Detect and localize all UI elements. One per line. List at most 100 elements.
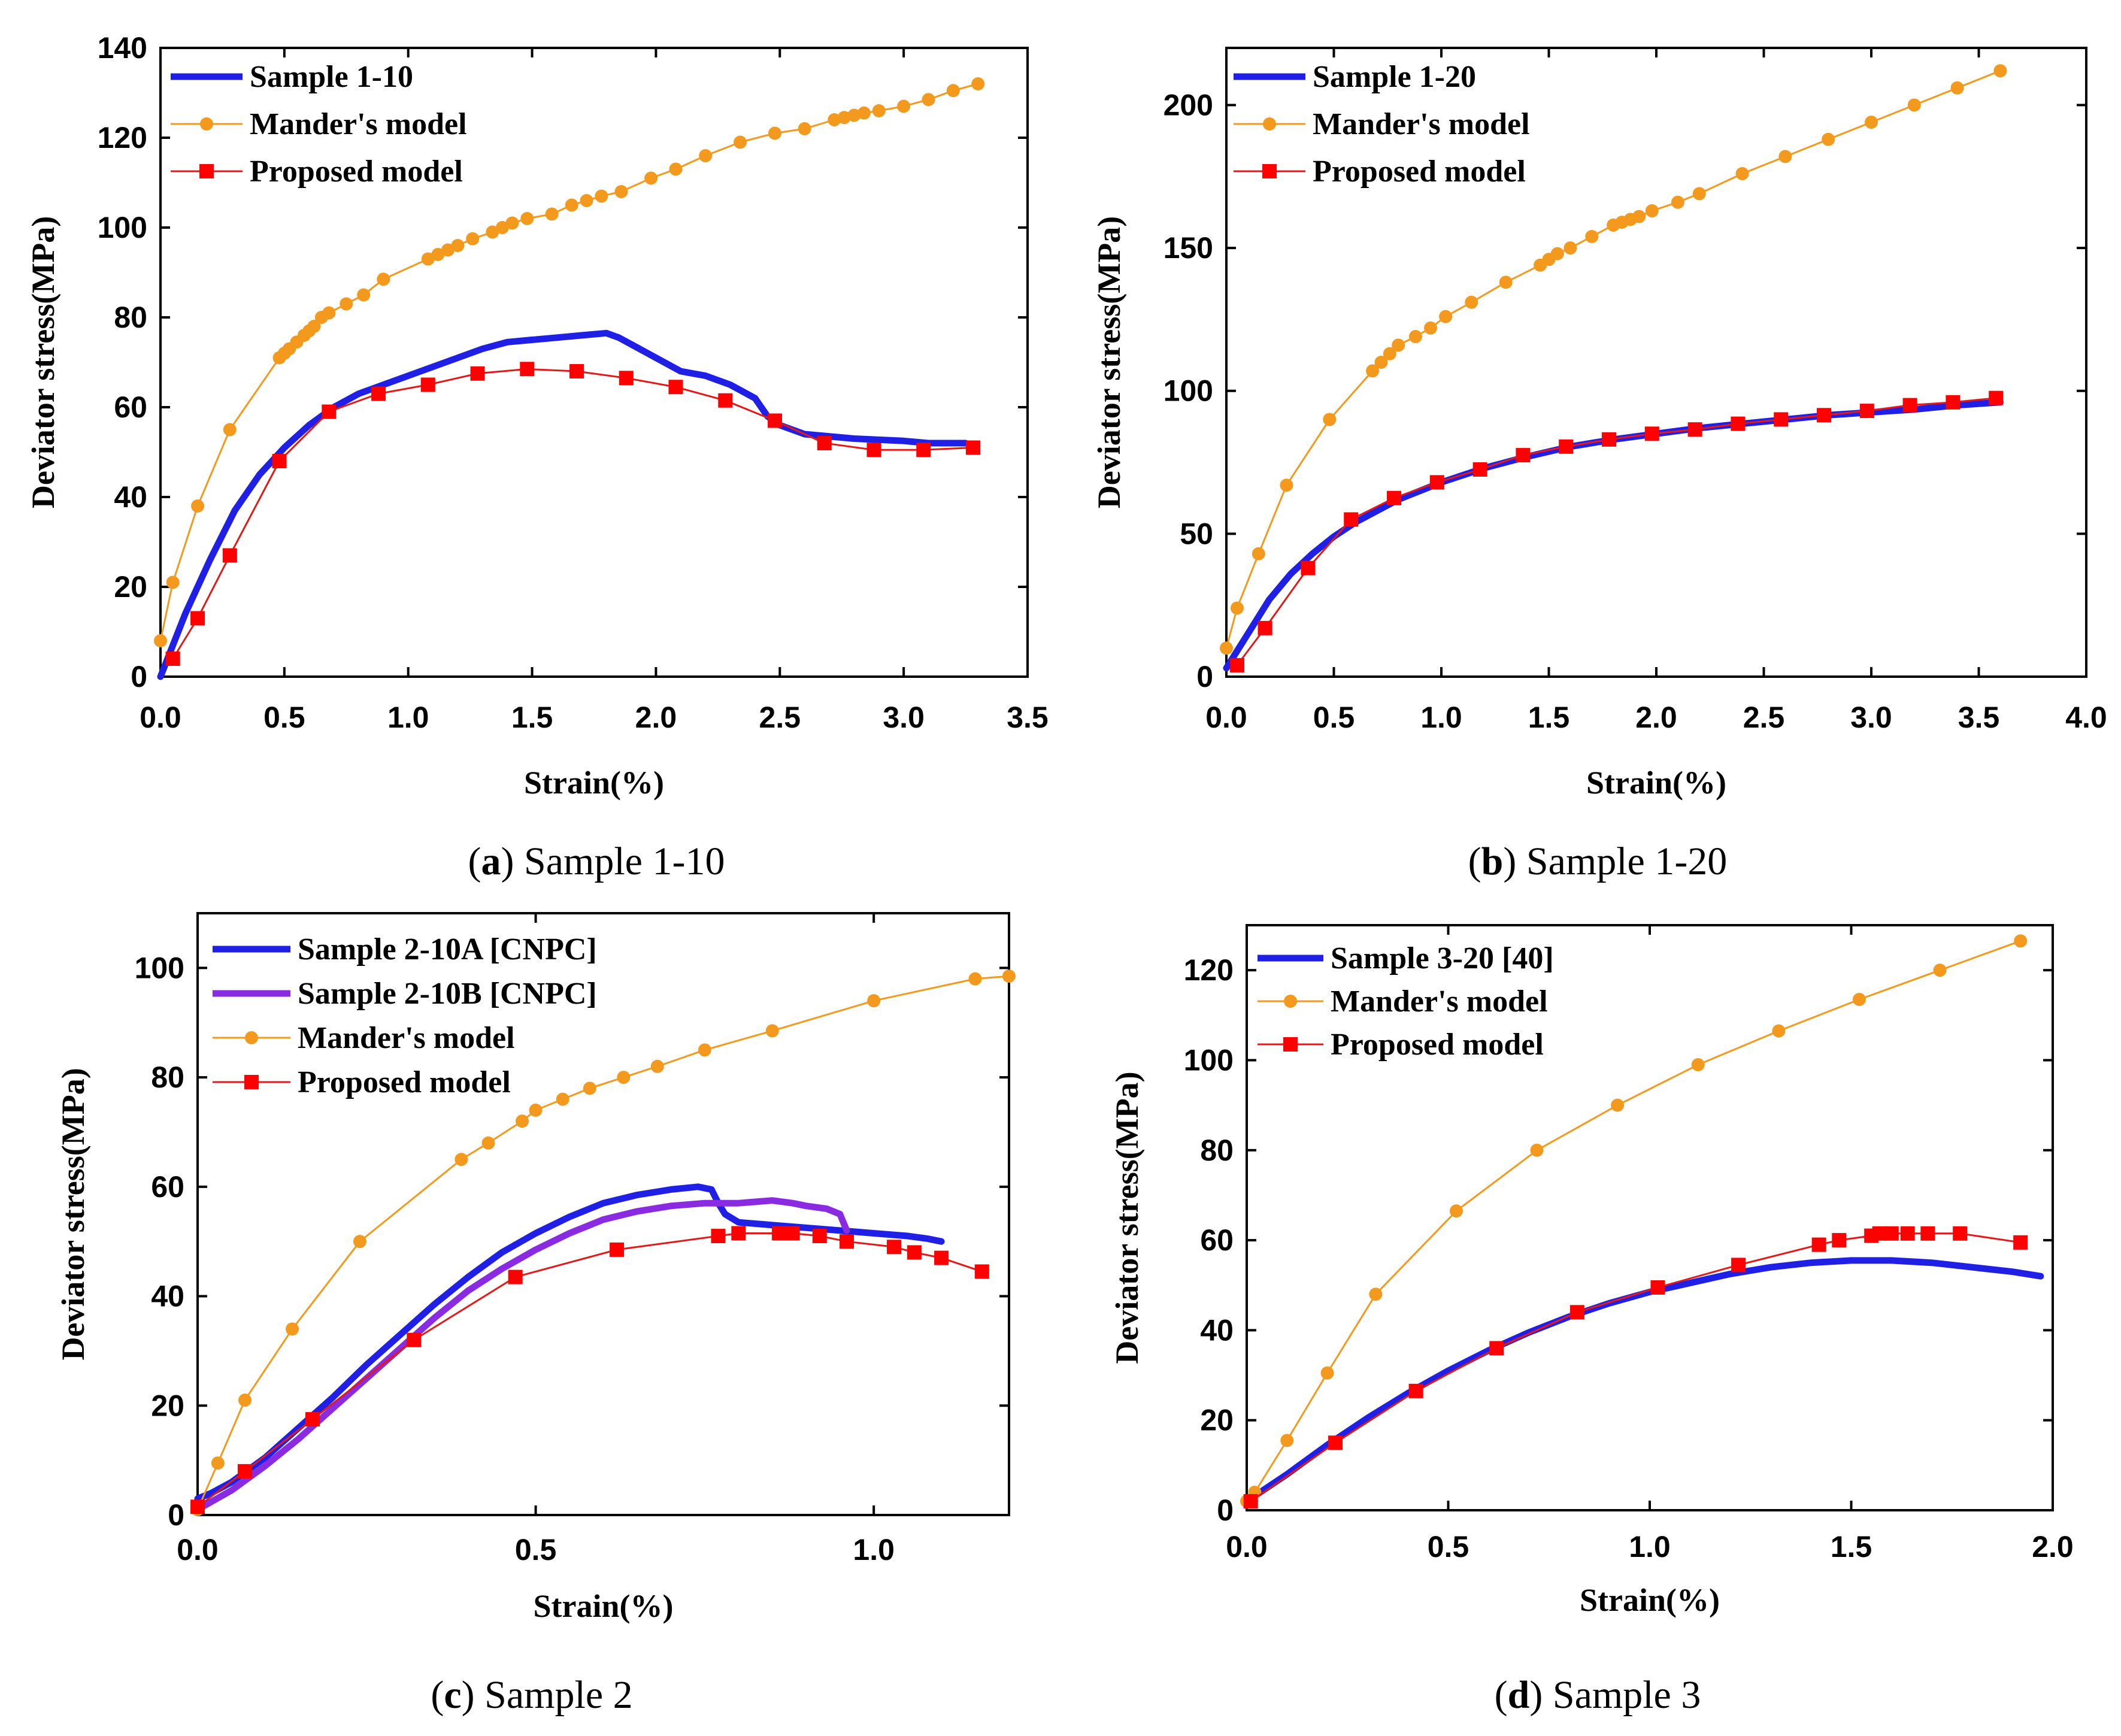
data-point-mander (223, 423, 237, 437)
y-tick-label: 100 (1184, 1043, 1234, 1077)
y-tick-label: 80 (114, 301, 147, 334)
data-point-proposed (569, 364, 584, 378)
data-point-mander (583, 1081, 596, 1095)
y-tick-label: 150 (1163, 231, 1213, 265)
data-point-mander (495, 221, 509, 234)
data-point-mander (529, 1103, 543, 1117)
legend-label: Sample 2-10B [CNPC] (298, 977, 597, 1011)
data-point-mander (968, 972, 982, 986)
y-tick-label: 60 (151, 1170, 184, 1204)
legend-label: Proposed model (1331, 1028, 1544, 1062)
data-point-mander (421, 252, 435, 266)
y-axis-label: Deviator stress(MPa) (1109, 1071, 1145, 1364)
x-tick-label: 1.5 (511, 701, 553, 734)
data-point-mander (466, 232, 480, 246)
data-point-proposed (1811, 1237, 1826, 1252)
data-point-mander (1374, 356, 1388, 369)
x-tick-label: 1.5 (1528, 701, 1570, 734)
series-line-mander (196, 975, 1010, 1511)
data-point-proposed (322, 404, 337, 419)
data-point-mander (1852, 993, 1866, 1007)
data-point-proposed (222, 548, 237, 563)
caption-c: (c) Sample 2 (431, 1673, 632, 1717)
data-point-mander (1530, 1143, 1544, 1157)
data-point-mander (1252, 547, 1265, 561)
data-point-mander (1320, 1366, 1334, 1380)
plot-frame (1225, 47, 2087, 678)
data-point-proposed (1872, 1226, 1887, 1241)
x-tick-label: 2.0 (2032, 1530, 2074, 1564)
data-point-proposed (785, 1226, 800, 1241)
data-point-mander (1950, 81, 1964, 95)
data-point-mander (1220, 641, 1233, 655)
series-line-proposed (196, 1232, 983, 1508)
x-tick-label: 0.5 (515, 1533, 557, 1567)
y-tick-label: 100 (135, 951, 184, 984)
x-tick-label: 0.5 (1313, 701, 1355, 734)
data-point-mander (238, 1393, 252, 1407)
legend-marker-mander (1284, 995, 1297, 1008)
data-point-proposed (1774, 412, 1789, 427)
legend-label: Mander's model (298, 1021, 515, 1055)
data-point-mander (1323, 413, 1337, 426)
caption-d: (d) Sample 3 (1495, 1673, 1701, 1717)
data-point-proposed (1900, 1226, 1915, 1241)
y-axis-label: Deviator stress(MPa) (25, 216, 61, 508)
x-tick-label: 0.5 (263, 701, 305, 734)
data-point-proposed (812, 1229, 827, 1244)
data-point-mander (872, 104, 886, 117)
data-point-mander (191, 499, 205, 513)
y-tick-label: 0 (1217, 1493, 1234, 1527)
legend-marker-proposed (1283, 1037, 1298, 1052)
data-point-mander (1772, 1024, 1786, 1038)
x-tick-label: 1.5 (1831, 1530, 1872, 1564)
data-point-mander (798, 122, 811, 135)
data-point-proposed (1731, 416, 1746, 431)
data-point-mander (1408, 330, 1422, 344)
legend-marker-mander (245, 1031, 258, 1044)
data-point-mander (1465, 295, 1478, 309)
data-point-mander (867, 994, 881, 1008)
chart-panel-a: 0.0 0.5 1.0 1.5 2.0 2.5 3.0 3.5 0 20 40 60 80 100 120 1… (25, 31, 1049, 801)
series-line-proposed (1236, 397, 1997, 666)
data-point-mander (1671, 195, 1684, 209)
data-point-mander (1230, 601, 1244, 615)
data-point-mander (857, 106, 871, 120)
data-point-proposed (1650, 1280, 1665, 1295)
data-point-proposed (508, 1270, 523, 1284)
data-point-proposed (1258, 620, 1272, 635)
data-point-mander (946, 84, 960, 98)
y-tick-label: 40 (1200, 1313, 1234, 1347)
data-point-mander (1439, 310, 1453, 323)
x-tick-label: 1.0 (1420, 701, 1462, 734)
y-tick-label: 120 (1184, 953, 1234, 987)
x-tick-label: 0.0 (177, 1533, 219, 1567)
data-point-proposed (1344, 512, 1359, 527)
data-point-mander (847, 108, 861, 122)
data-point-mander (211, 1456, 225, 1470)
x-axis-label: Strain(%) (1580, 1582, 1720, 1618)
data-point-mander (520, 212, 534, 225)
data-point-mander (828, 113, 841, 126)
data-point-proposed (768, 413, 783, 428)
data-point-mander (1611, 1098, 1625, 1112)
data-point-proposed (610, 1242, 625, 1257)
data-point-proposed (1731, 1258, 1746, 1273)
data-point-mander (1424, 321, 1438, 335)
data-point-mander (1585, 230, 1599, 243)
legend-label: Proposed model (250, 154, 463, 189)
x-tick-label: 2.0 (635, 701, 677, 734)
data-point-mander (286, 1322, 299, 1336)
y-tick-label: 100 (98, 211, 147, 244)
data-point-proposed (619, 371, 634, 386)
y-tick-label: 120 (98, 121, 147, 154)
data-point-mander (166, 575, 180, 589)
data-point-mander (1369, 1287, 1383, 1301)
data-point-mander (971, 77, 985, 90)
data-point-proposed (1902, 398, 1917, 413)
x-tick-label: 3.5 (1007, 701, 1049, 734)
data-point-mander (1778, 150, 1792, 163)
data-point-proposed (1859, 404, 1874, 419)
legend-label: Sample 1-20 (1313, 60, 1476, 94)
